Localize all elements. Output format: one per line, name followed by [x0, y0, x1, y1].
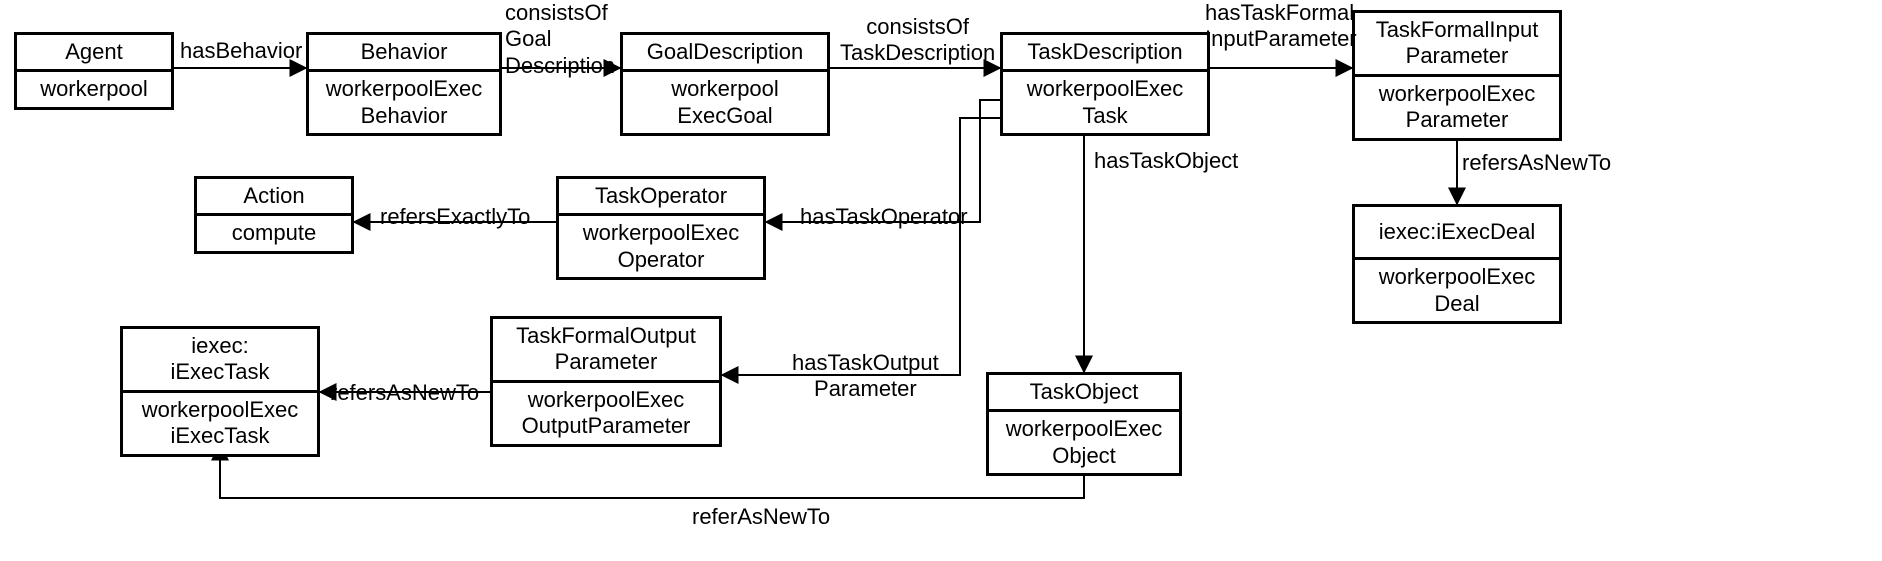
edge-label-has-task-operator: hasTaskOperator	[800, 204, 968, 230]
node-task-object: TaskObject workerpoolExec Object	[986, 372, 1182, 476]
node-behavior: Behavior workerpoolExec Behavior	[306, 32, 502, 136]
edge-label-consists-of-goal-description: consistsOf Goal Description	[505, 0, 615, 79]
node-task-description: TaskDescription workerpoolExec Task	[1000, 32, 1210, 136]
node-iexec-task: iexec: iExecTask workerpoolExec iExecTas…	[120, 326, 320, 457]
node-title: Behavior	[309, 35, 499, 72]
node-body: workerpool	[17, 72, 171, 106]
node-body: workerpoolExec OutputParameter	[493, 383, 719, 444]
edge-label-refer-as-new-to-object: referAsNewTo	[692, 504, 830, 530]
edge-label-refers-as-new-to-deal: refersAsNewTo	[1462, 150, 1611, 176]
node-body: workerpoolExec Parameter	[1355, 77, 1559, 138]
edge-label-has-task-object: hasTaskObject	[1094, 148, 1238, 174]
edge-label-refers-as-new-to-task: refersAsNewTo	[330, 380, 479, 406]
node-title: TaskOperator	[559, 179, 763, 216]
node-body: workerpoolExec iExecTask	[123, 393, 317, 454]
node-title: TaskObject	[989, 375, 1179, 412]
node-task-operator: TaskOperator workerpoolExec Operator	[556, 176, 766, 280]
node-body: workerpoolExec Behavior	[309, 72, 499, 133]
node-iexec-deal: iexec:iExecDeal workerpoolExec Deal	[1352, 204, 1562, 324]
edge-label-has-task-formal-input-parameter: hasTaskFormal InputParameter	[1205, 0, 1357, 53]
node-title: TaskFormalInput Parameter	[1355, 13, 1559, 77]
node-body: workerpoolExec Operator	[559, 216, 763, 277]
node-body: workerpoolExec Deal	[1355, 260, 1559, 321]
node-title: iexec: iExecTask	[123, 329, 317, 393]
node-title: Agent	[17, 35, 171, 72]
edge-label-has-behavior: hasBehavior	[180, 38, 302, 64]
node-body: workerpoolExec Object	[989, 412, 1179, 473]
node-title: TaskFormalOutput Parameter	[493, 319, 719, 383]
edge-label-refers-exactly-to: refersExactlyTo	[380, 204, 530, 230]
node-title: iexec:iExecDeal	[1355, 207, 1559, 260]
node-body: workerpoolExec Task	[1003, 72, 1207, 133]
edge-label-consists-of-task-description: consistsOf TaskDescription	[840, 14, 995, 67]
node-body: compute	[197, 216, 351, 250]
node-title: Action	[197, 179, 351, 216]
node-body: workerpool ExecGoal	[623, 72, 827, 133]
node-goal-description: GoalDescription workerpool ExecGoal	[620, 32, 830, 136]
node-agent: Agent workerpool	[14, 32, 174, 110]
node-task-formal-output-parameter: TaskFormalOutput Parameter workerpoolExe…	[490, 316, 722, 447]
edge-label-has-task-output-parameter: hasTaskOutput Parameter	[792, 350, 939, 403]
diagram-canvas: Agent workerpool Behavior workerpoolExec…	[0, 0, 1882, 561]
node-title: TaskDescription	[1003, 35, 1207, 72]
node-title: GoalDescription	[623, 35, 827, 72]
edges-layer	[0, 0, 1882, 561]
node-action: Action compute	[194, 176, 354, 254]
node-task-formal-input-parameter: TaskFormalInput Parameter workerpoolExec…	[1352, 10, 1562, 141]
